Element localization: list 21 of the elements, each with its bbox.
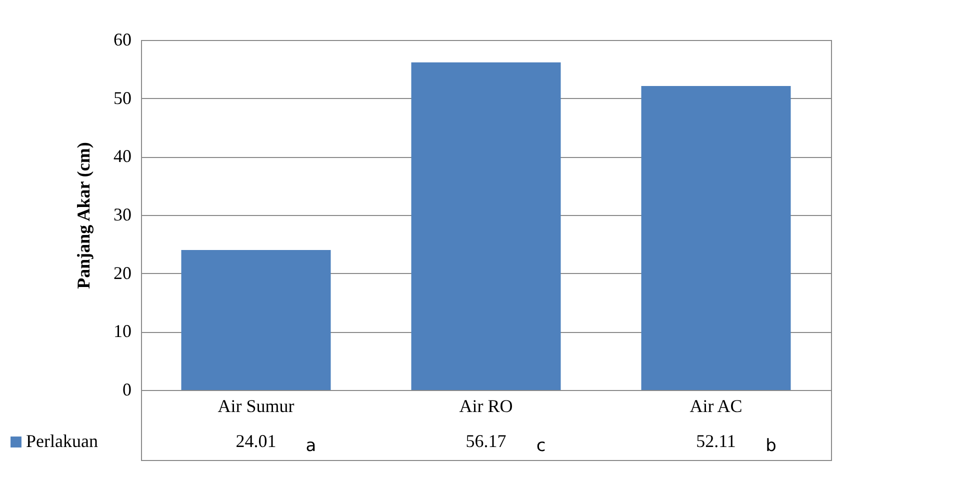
x-tick-label: Air Sumur xyxy=(218,396,294,416)
text: a xyxy=(306,436,316,456)
data-label: 56.17 xyxy=(466,431,506,451)
text: b xyxy=(766,436,776,456)
y-tick-label: 60 xyxy=(114,30,132,50)
y-tick-label: 30 xyxy=(114,204,132,224)
x-tick-label: Air AC xyxy=(690,396,742,416)
x-tick-label: Air RO xyxy=(459,396,513,416)
bar xyxy=(181,250,331,390)
y-tick-label: 20 xyxy=(114,262,132,283)
data-label: 52.11 xyxy=(696,431,736,451)
text: c xyxy=(536,436,546,456)
data-label: 24.01 xyxy=(236,431,276,451)
y-tick-label: 50 xyxy=(114,88,132,108)
y-tick-label: 10 xyxy=(114,321,132,342)
legend-label: Perlakuan xyxy=(26,431,98,451)
y-tick-label: 40 xyxy=(114,146,132,166)
bar xyxy=(641,86,791,390)
y-axis-title: Panjang Akar (cm) xyxy=(74,142,94,289)
y-tick-label: 0 xyxy=(122,380,132,400)
bar xyxy=(411,62,561,390)
